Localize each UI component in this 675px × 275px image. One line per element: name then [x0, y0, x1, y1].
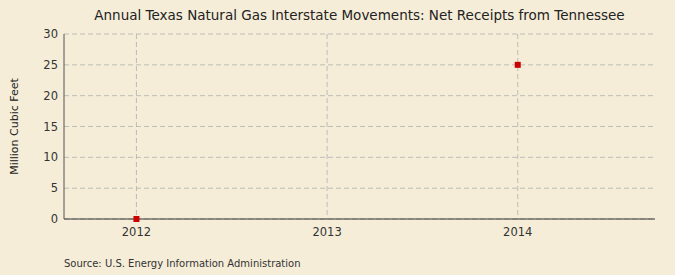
- y-axis-label: Million Cubic Feet: [8, 77, 21, 174]
- x-axis-line: [64, 219, 655, 220]
- grid-line: [64, 126, 655, 127]
- grid-line: [64, 95, 655, 96]
- chart-container: Annual Texas Natural Gas Interstate Move…: [0, 0, 675, 275]
- y-tick-label: 0: [51, 212, 58, 226]
- y-tick-label: 30: [43, 27, 58, 41]
- point: [133, 216, 139, 222]
- y-tick-label: 5: [51, 181, 58, 195]
- title: Annual Texas Natural Gas Interstate Move…: [94, 7, 624, 23]
- background: [0, 0, 675, 275]
- grid-line: [64, 219, 655, 220]
- y-tick-label: 25: [43, 58, 58, 72]
- grid: [64, 34, 655, 219]
- data-points: [133, 62, 520, 222]
- grid-line: [64, 188, 655, 189]
- grid-line: [327, 34, 328, 219]
- y-tick-label: 20: [43, 89, 58, 103]
- grid-line: [64, 34, 655, 35]
- x-tick-label: 2012: [122, 225, 151, 239]
- grid-line: [64, 157, 655, 158]
- y-tick-label: 15: [43, 120, 58, 134]
- source-note: Source: U.S. Energy Information Administ…: [64, 258, 301, 269]
- x-tick-label: 2013: [312, 225, 341, 239]
- chart: Annual Texas Natural Gas Interstate Move…: [0, 0, 675, 275]
- y-tick-label: 10: [43, 150, 58, 164]
- point: [515, 62, 521, 68]
- y-axis-line: [64, 34, 65, 219]
- x-tick-label: 2014: [503, 225, 532, 239]
- grid-line: [64, 64, 655, 65]
- grid-line: [136, 34, 137, 219]
- grid-line: [517, 34, 518, 219]
